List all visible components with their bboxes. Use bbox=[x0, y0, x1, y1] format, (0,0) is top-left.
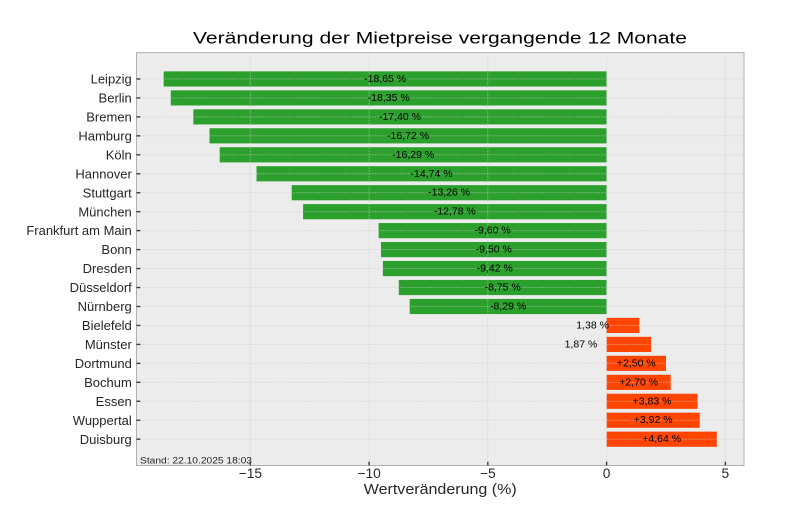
svg-text:Wertveränderung (%): Wertveränderung (%) bbox=[364, 481, 517, 498]
svg-text:-17,40 %: -17,40 % bbox=[379, 111, 421, 123]
svg-text:-9,50 %: -9,50 % bbox=[476, 244, 512, 256]
svg-text:-18,35 %: -18,35 % bbox=[368, 92, 410, 104]
svg-text:Düsseldorf: Düsseldorf bbox=[70, 280, 133, 295]
svg-text:0: 0 bbox=[603, 466, 611, 481]
svg-text:−10: −10 bbox=[357, 466, 381, 481]
svg-text:+3,83 %: +3,83 % bbox=[633, 395, 672, 407]
svg-text:+3,92 %: +3,92 % bbox=[634, 414, 673, 426]
svg-text:Berlin: Berlin bbox=[99, 91, 132, 106]
svg-text:+2,50 %: +2,50 % bbox=[617, 357, 656, 369]
svg-text:Bochum: Bochum bbox=[84, 375, 132, 390]
svg-text:-9,60 %: -9,60 % bbox=[475, 225, 511, 237]
svg-text:-8,75 %: -8,75 % bbox=[485, 282, 521, 294]
svg-text:Hannover: Hannover bbox=[75, 166, 132, 181]
svg-text:Hamburg: Hamburg bbox=[78, 128, 131, 143]
svg-text:-14,74 %: -14,74 % bbox=[411, 168, 453, 180]
svg-text:-16,29 %: -16,29 % bbox=[392, 149, 434, 161]
svg-text:Duisburg: Duisburg bbox=[80, 432, 132, 447]
svg-text:5: 5 bbox=[722, 466, 730, 481]
svg-text:-12,78 %: -12,78 % bbox=[434, 206, 476, 218]
svg-text:Dresden: Dresden bbox=[83, 261, 132, 276]
svg-text:-18,65 %: -18,65 % bbox=[364, 73, 406, 85]
svg-text:Nürnberg: Nürnberg bbox=[78, 299, 132, 314]
svg-text:Dortmund: Dortmund bbox=[75, 356, 132, 371]
svg-text:-8,29 %: -8,29 % bbox=[490, 300, 526, 312]
svg-text:Wuppertal: Wuppertal bbox=[73, 413, 132, 428]
svg-text:+2,70 %: +2,70 % bbox=[619, 376, 658, 388]
svg-text:1,87 %: 1,87 % bbox=[565, 338, 598, 350]
svg-text:Bonn: Bonn bbox=[101, 242, 131, 257]
svg-text:Bremen: Bremen bbox=[86, 109, 132, 124]
svg-text:Bielefeld: Bielefeld bbox=[82, 318, 132, 333]
svg-text:Leipzig: Leipzig bbox=[91, 72, 132, 87]
svg-text:Münster: Münster bbox=[85, 337, 133, 352]
svg-text:-13,26 %: -13,26 % bbox=[428, 187, 470, 199]
svg-text:Stand: 22.10.2025 18:03: Stand: 22.10.2025 18:03 bbox=[140, 456, 252, 467]
svg-text:-16,72 %: -16,72 % bbox=[387, 130, 429, 142]
svg-text:Veränderung der Mietpreise ver: Veränderung der Mietpreise vergangende 1… bbox=[193, 30, 687, 48]
svg-text:-9,42 %: -9,42 % bbox=[477, 263, 513, 275]
svg-text:Köln: Köln bbox=[106, 147, 132, 162]
svg-text:München: München bbox=[78, 204, 131, 219]
svg-text:Essen: Essen bbox=[96, 394, 132, 409]
svg-text:−15: −15 bbox=[239, 466, 263, 481]
svg-text:+4,64 %: +4,64 % bbox=[642, 433, 681, 445]
svg-text:Frankfurt am Main: Frankfurt am Main bbox=[26, 223, 131, 238]
svg-text:−5: −5 bbox=[480, 466, 496, 481]
svg-text:1,38 %: 1,38 % bbox=[576, 319, 609, 331]
svg-text:Stuttgart: Stuttgart bbox=[83, 185, 133, 200]
